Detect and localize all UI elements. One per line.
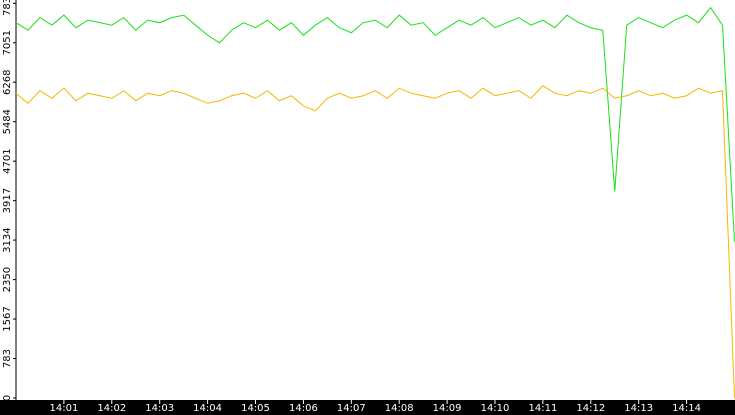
x-tick-label: 14:03 [145,403,174,414]
y-tick-label: 0 [2,395,13,401]
x-tick-label: 14:07 [337,403,366,414]
x-tick-label: 14:04 [193,403,222,414]
series-line [15,85,735,399]
y-tick-label: 7835 [2,0,13,16]
y-tick-label: 4701 [2,148,13,173]
x-tick-label: 14:13 [624,403,653,414]
x-tick-label: 14:12 [576,403,605,414]
x-tick-label: 14:01 [49,403,78,414]
y-tick-label: 1567 [2,306,13,331]
x-tick-label: 14:09 [433,403,462,414]
y-tick-label: 783 [2,349,13,368]
x-axis-bar [0,400,735,415]
x-tick-label: 14:02 [97,403,126,414]
x-tick-label: 14:14 [672,403,701,414]
y-tick-label: 7051 [2,30,13,55]
y-tick-label: 6268 [2,69,13,94]
y-tick-label: 2350 [2,267,13,292]
y-tick-label: 3134 [2,227,13,252]
x-tick-label: 14:05 [241,403,270,414]
y-tick-label: 5484 [2,109,13,134]
x-tick-label: 14:11 [528,403,557,414]
x-tick-label: 14:08 [385,403,414,414]
x-tick-label: 14:10 [481,403,510,414]
x-tick-label: 14:06 [289,403,318,414]
y-tick-label: 3917 [2,188,13,213]
series-line [15,6,735,242]
